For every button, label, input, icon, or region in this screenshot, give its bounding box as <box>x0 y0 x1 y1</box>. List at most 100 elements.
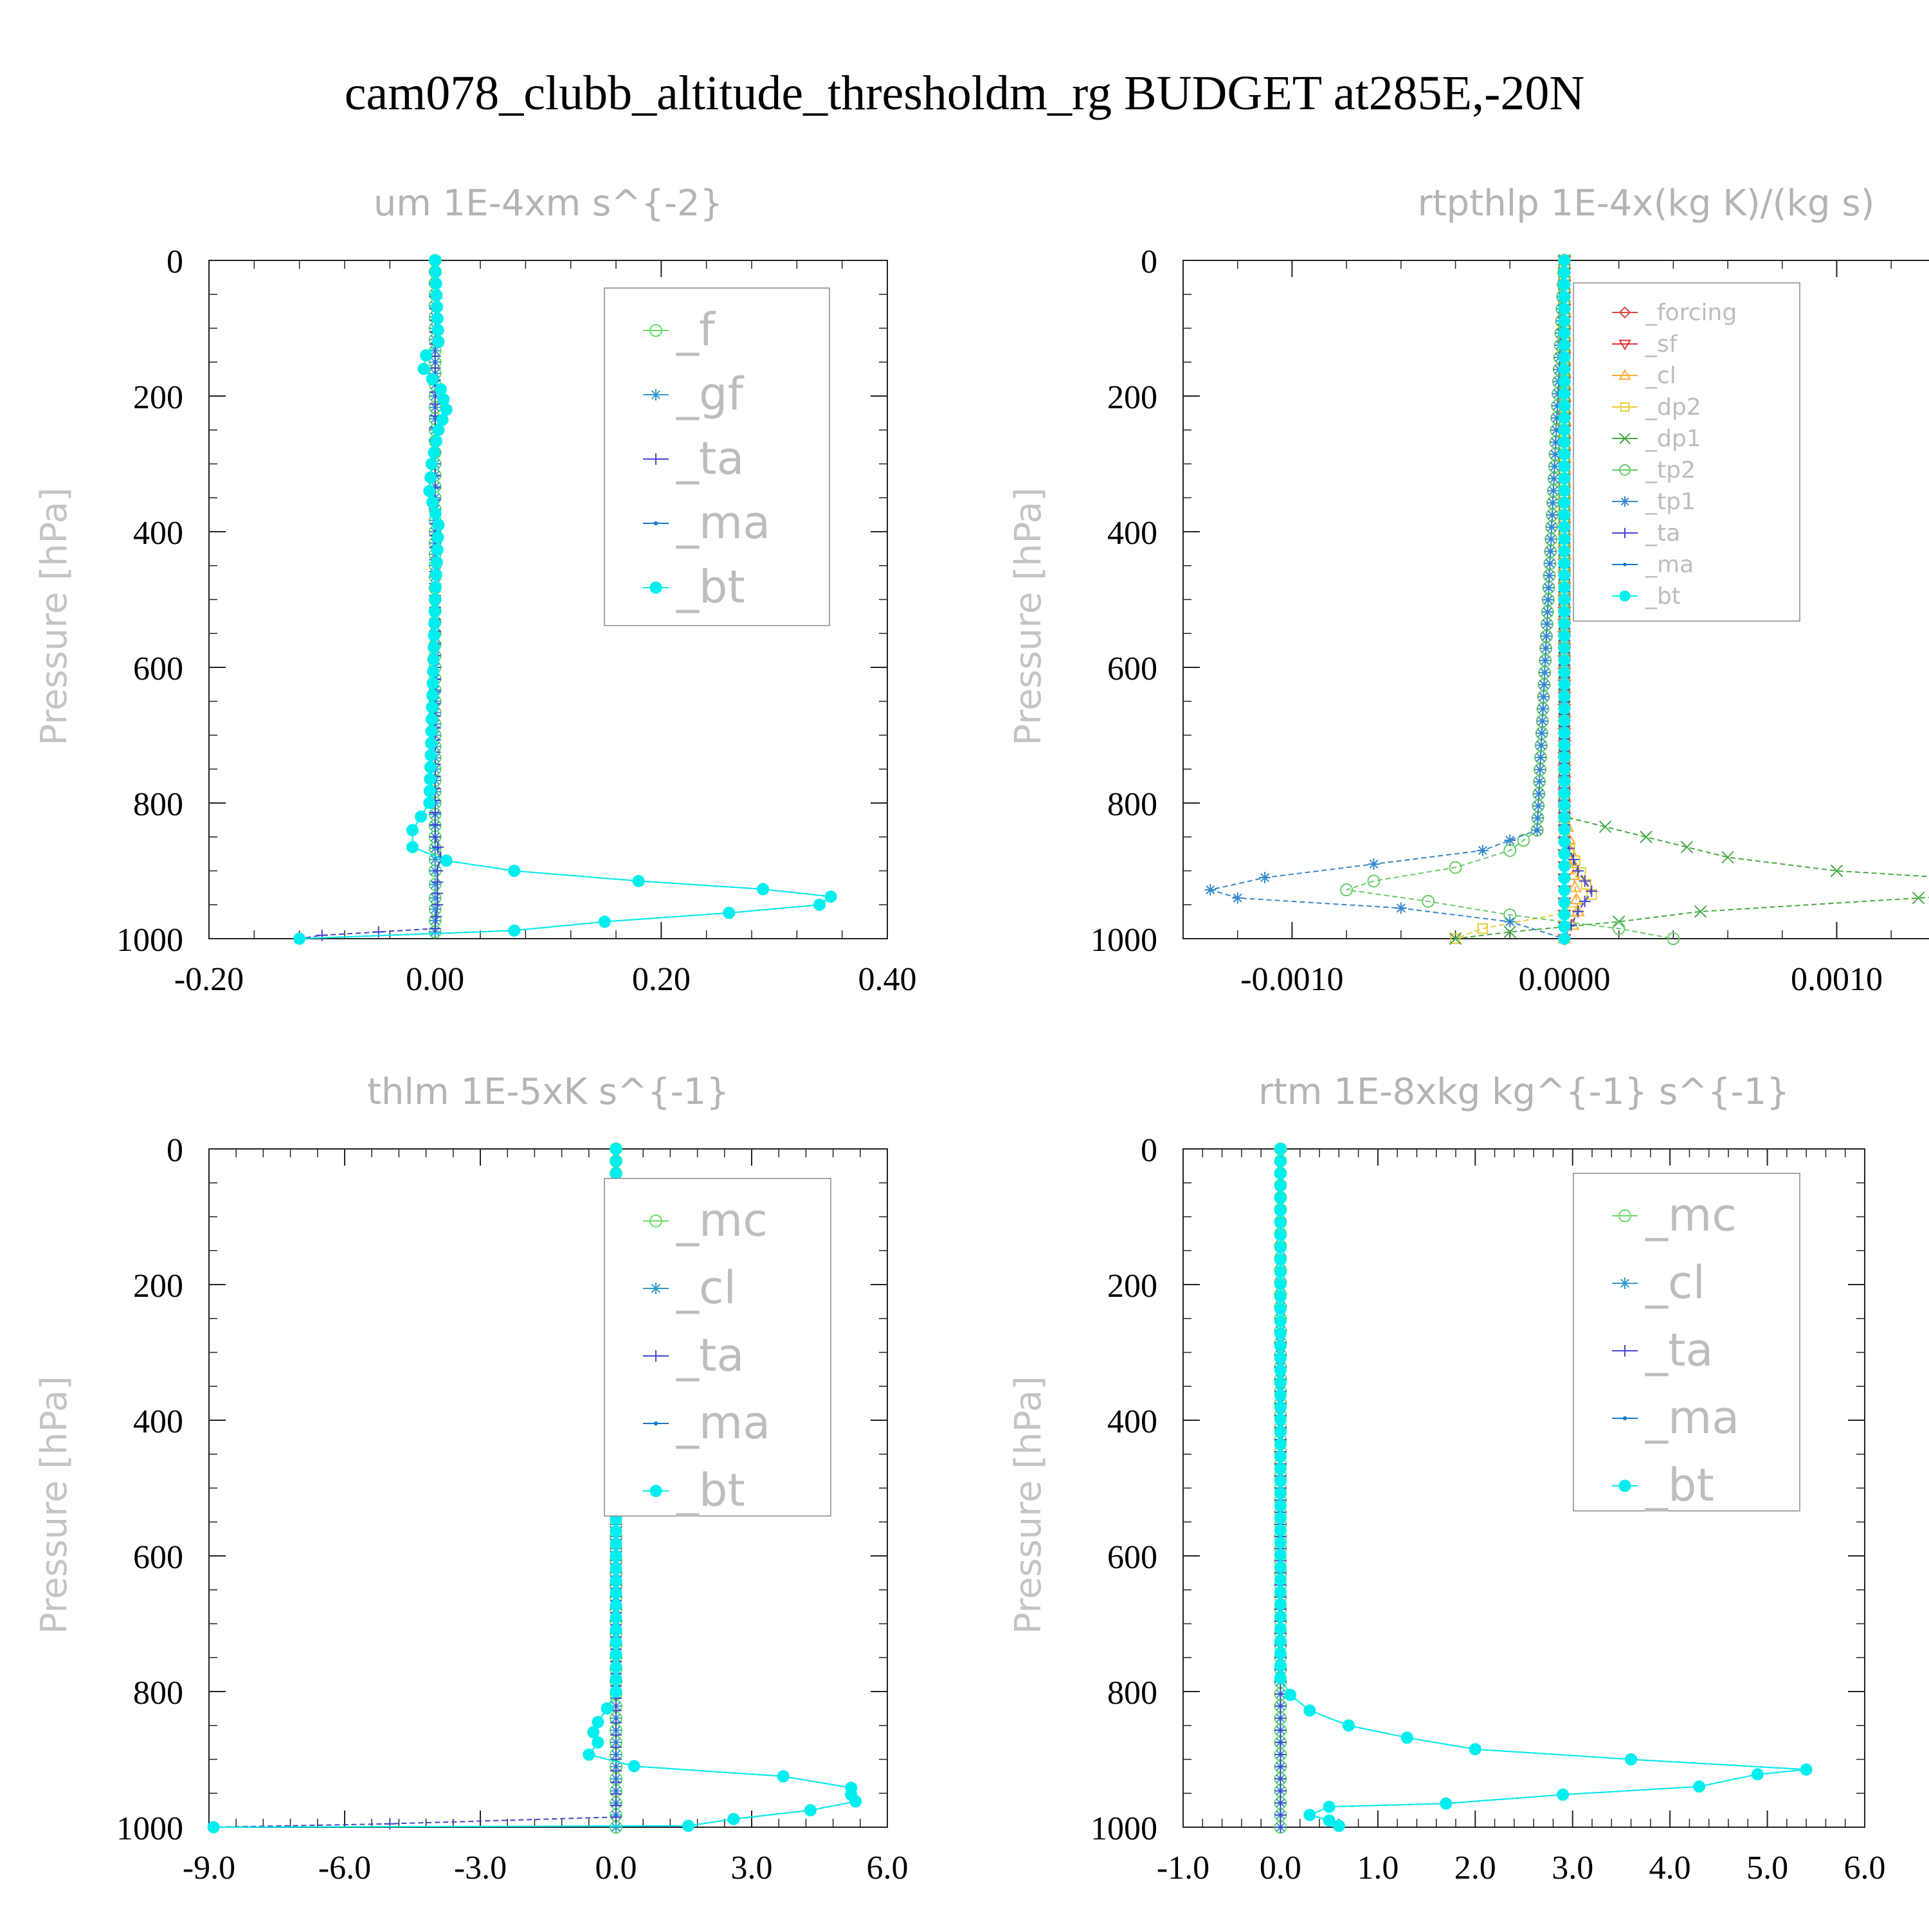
data-point-shape <box>1559 824 1570 835</box>
data-point <box>1559 424 1570 436</box>
legend-label: _mc <box>1645 1189 1737 1241</box>
data-point <box>1559 642 1570 654</box>
data-point <box>1559 606 1570 617</box>
data-point-shape <box>316 930 328 941</box>
data-point <box>610 1143 622 1155</box>
data-point <box>425 750 437 761</box>
y-tick-label: 0 <box>167 1132 183 1169</box>
data-point <box>1274 1672 1286 1684</box>
data-point-shape <box>1559 570 1570 581</box>
data-point <box>1274 1598 1286 1610</box>
data-point <box>1274 1660 1286 1672</box>
data-point <box>1559 727 1570 739</box>
data-point <box>1559 824 1570 835</box>
y-tick-label: 800 <box>133 1675 183 1711</box>
x-tick-label: -6.0 <box>318 1850 371 1886</box>
legend: _forcing_sf_cl_dp2_dp1_tp2_tp1_ta_ma_bt <box>1573 283 1800 621</box>
data-point-shape <box>384 1818 395 1830</box>
data-point <box>426 374 438 385</box>
data-point <box>430 435 442 447</box>
data-point <box>429 606 440 617</box>
data-point-shape <box>428 447 440 458</box>
data-point-shape <box>1559 921 1570 932</box>
data-point-shape <box>440 404 452 415</box>
legend-label: _ta <box>676 432 744 485</box>
data-point-shape <box>1559 606 1570 617</box>
data-point-shape <box>1559 521 1570 532</box>
legend-label: _bt <box>1645 1459 1714 1512</box>
data-point <box>610 1821 622 1833</box>
data-point <box>1274 1389 1286 1401</box>
data-point <box>1274 1340 1286 1351</box>
data-point-shape <box>610 1587 622 1599</box>
data-point <box>1274 1426 1286 1438</box>
data-point <box>433 519 444 530</box>
data-point-shape <box>427 678 439 689</box>
legend-marker-shape <box>1623 563 1627 566</box>
data-point <box>1559 545 1570 557</box>
data-point <box>1544 570 1555 581</box>
data-point-shape <box>1559 763 1570 775</box>
data-point <box>431 289 442 301</box>
data-point-shape <box>509 925 520 936</box>
data-point <box>610 1562 622 1574</box>
legend-marker-shape <box>650 1485 662 1497</box>
data-point <box>1274 1229 1286 1241</box>
data-point <box>1274 1279 1286 1290</box>
legend-label: _ma <box>1645 552 1694 578</box>
legend-label: _bt <box>676 1464 745 1517</box>
data-point-shape <box>1274 1193 1286 1204</box>
data-point-shape <box>1559 437 1570 448</box>
data-point-shape <box>1274 1586 1286 1598</box>
y-tick-label: 600 <box>133 651 183 687</box>
data-point-shape <box>1274 1537 1286 1548</box>
data-point-shape <box>1559 485 1570 496</box>
x-tick-label: 2.0 <box>1454 1850 1496 1886</box>
data-point-shape <box>430 581 442 593</box>
data-point <box>430 594 441 606</box>
data-point-shape <box>1559 473 1570 484</box>
data-point-shape <box>610 1575 622 1586</box>
legend-label: _dp1 <box>1645 426 1701 452</box>
x-tick-label: -0.20 <box>174 961 244 998</box>
data-point-shape <box>610 1143 622 1155</box>
data-point-shape <box>610 1811 622 1823</box>
data-point-shape <box>1274 1364 1286 1376</box>
data-point-shape <box>1559 291 1570 303</box>
data-point <box>1559 933 1570 944</box>
legend-marker <box>1623 563 1627 566</box>
data-point-shape <box>610 1550 622 1562</box>
data-point-shape <box>1304 1705 1316 1717</box>
data-point-shape <box>1559 775 1570 787</box>
data-point-shape <box>432 325 444 336</box>
data-point <box>432 532 444 543</box>
data-point <box>421 350 432 361</box>
data-point <box>425 472 437 483</box>
data-point <box>440 855 452 867</box>
data-point <box>1274 1352 1286 1364</box>
data-point <box>1274 1402 1286 1413</box>
data-point <box>1559 327 1570 339</box>
data-point-shape <box>1559 848 1570 860</box>
legend-marker <box>650 389 662 401</box>
panel-title: um 1E-4xm s^{-2} <box>374 183 723 224</box>
data-point-shape <box>1752 1769 1763 1780</box>
data-point <box>426 701 438 713</box>
legend-marker-shape <box>650 582 662 593</box>
data-point-shape <box>583 1749 595 1760</box>
data-point <box>1559 255 1570 266</box>
data-point <box>1274 1328 1286 1339</box>
chart-panel-3: thlm 1E-5xK s^{-1}Pressure [hPa]02004006… <box>33 1071 909 1886</box>
data-point-shape <box>1232 892 1244 904</box>
data-point-shape <box>425 472 437 483</box>
data-point <box>1285 1689 1296 1701</box>
data-point <box>1559 703 1570 714</box>
data-point-shape <box>433 519 444 530</box>
data-point <box>1559 800 1570 811</box>
y-tick-label: 0 <box>1141 1132 1157 1169</box>
data-point-shape <box>1559 352 1570 363</box>
data-point <box>1259 872 1271 883</box>
data-point-shape <box>1559 655 1570 666</box>
data-point <box>1557 1789 1569 1800</box>
data-point <box>426 458 437 470</box>
